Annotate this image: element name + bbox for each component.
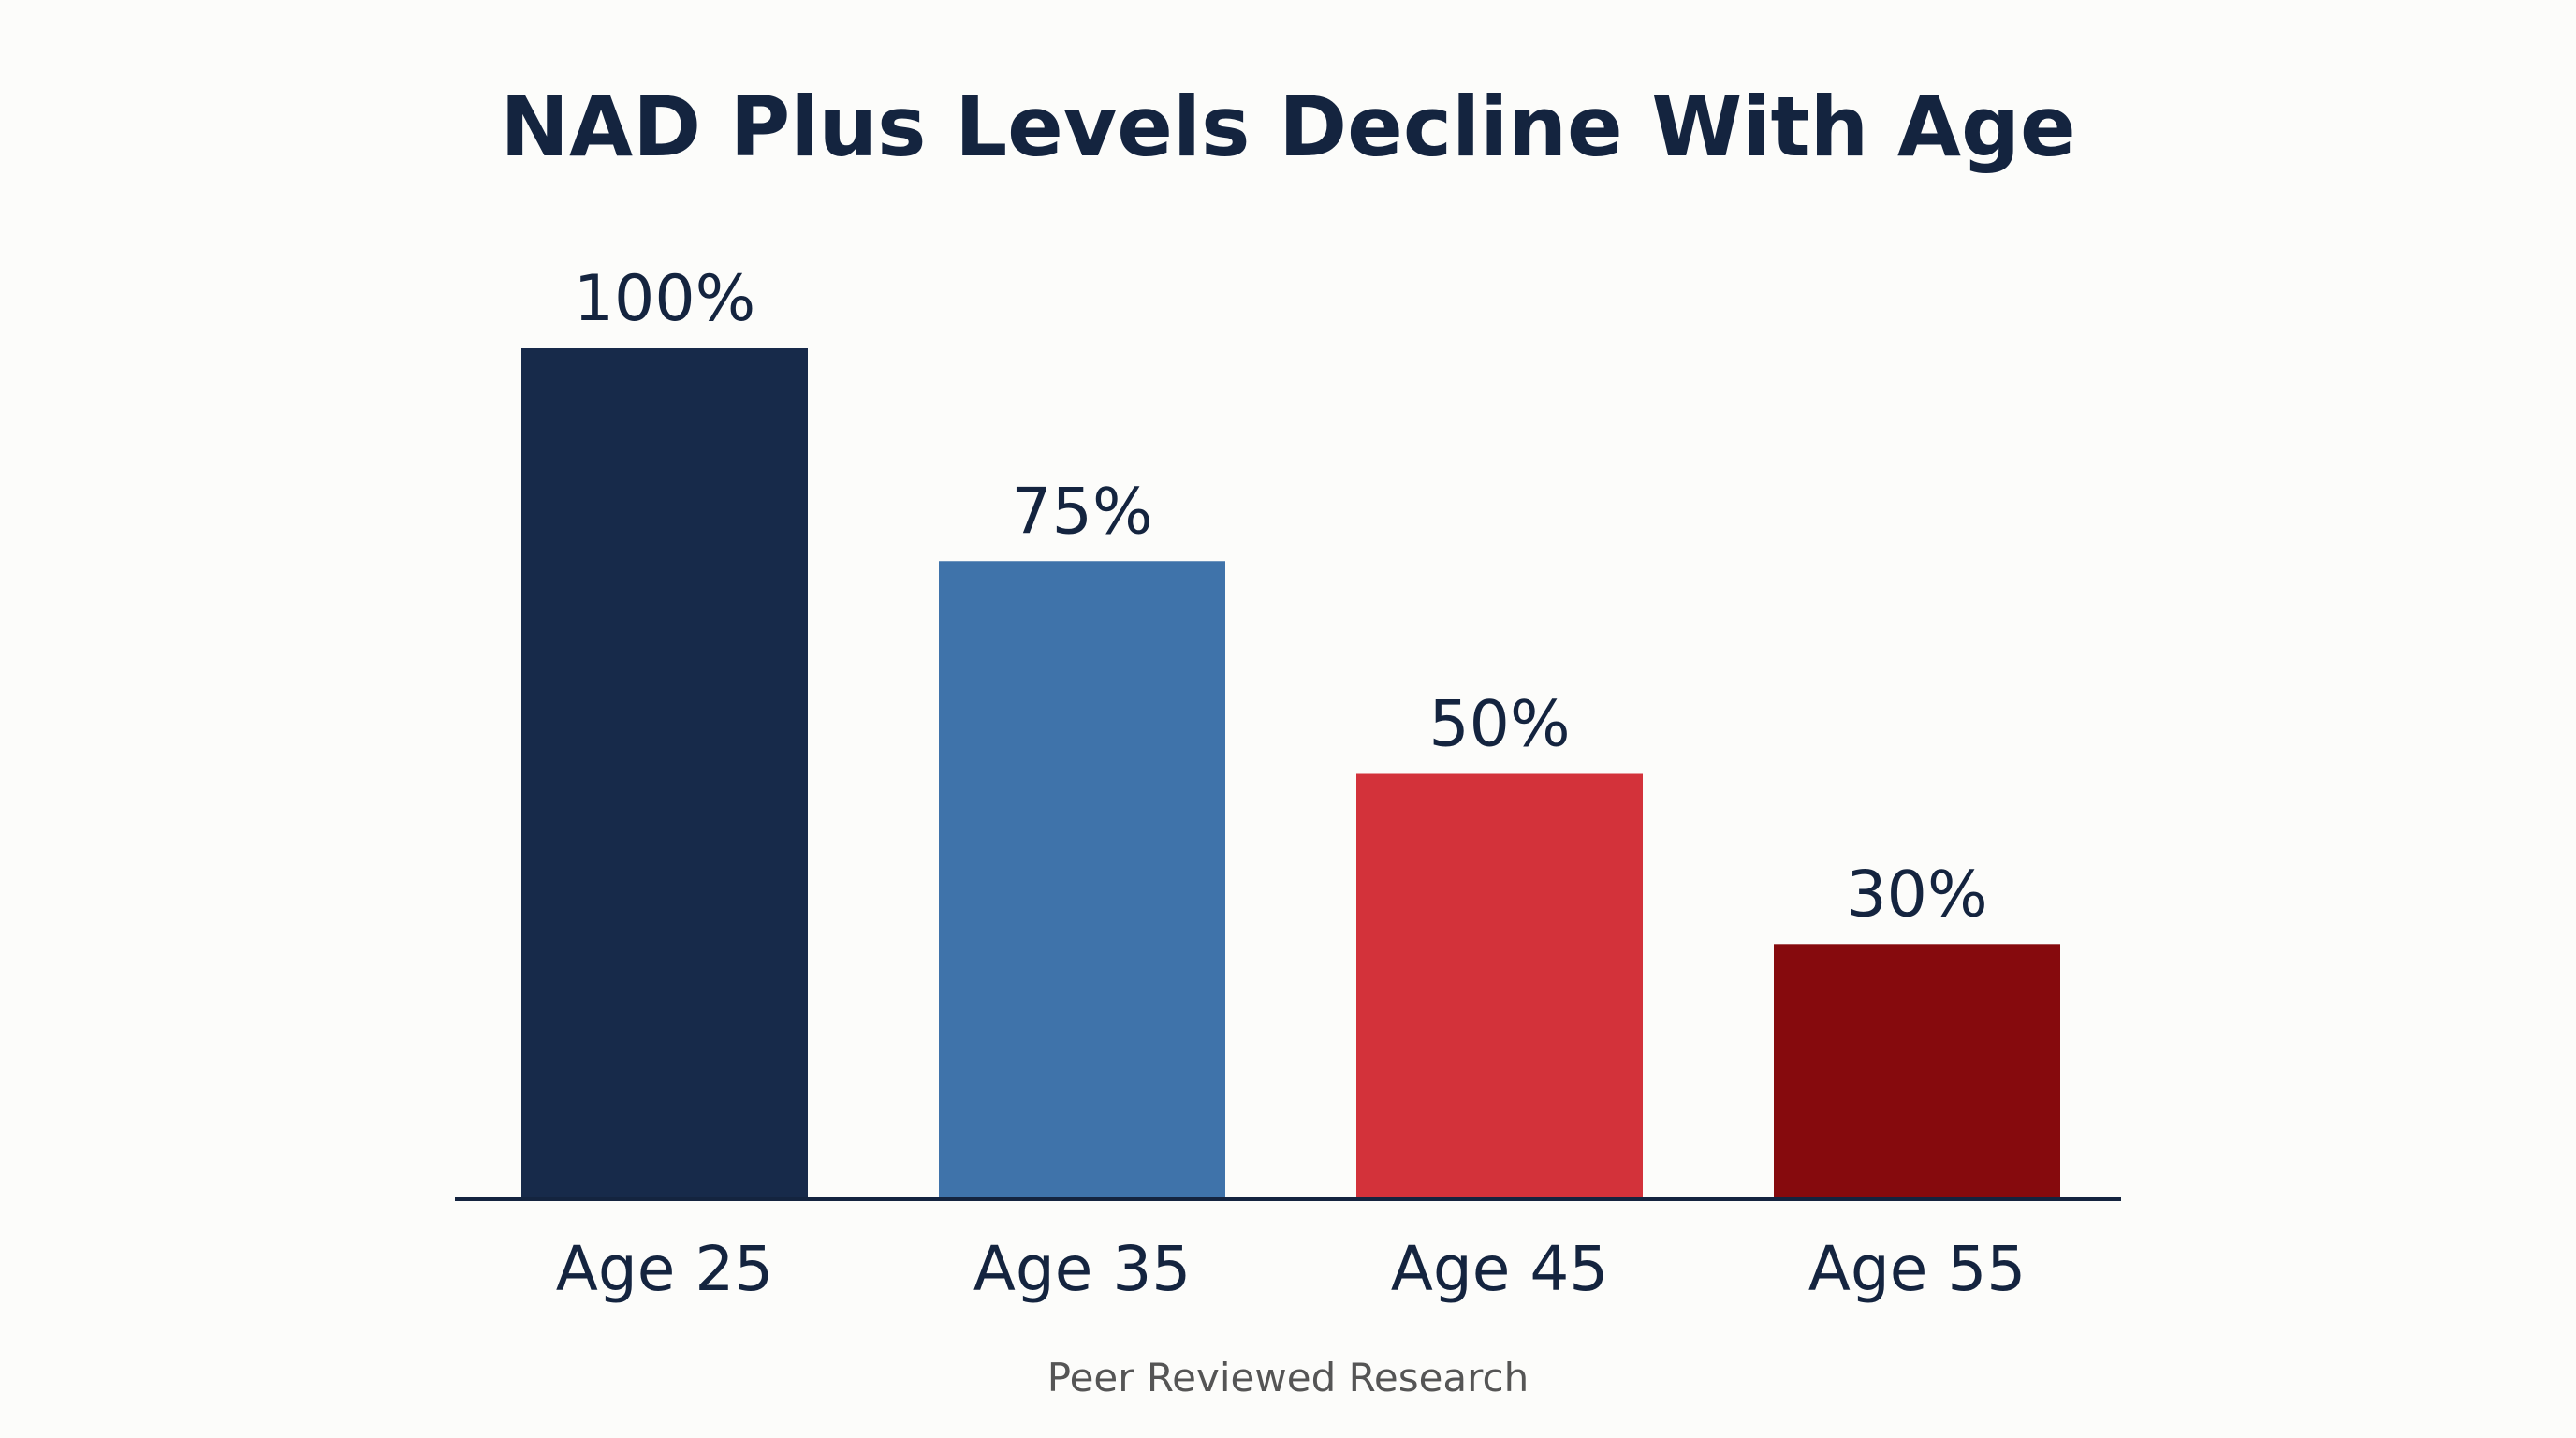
tick-labels-group: Age 25 Age 35 Age 45 Age 55 — [556, 1233, 2027, 1305]
value-labels-group: 100% 75% 50% 30% — [574, 262, 1988, 932]
chart-title: NAD Plus Levels Decline With Age — [500, 79, 2075, 175]
x-tick-label: Age 35 — [973, 1233, 1192, 1305]
x-tick-label: Age 45 — [1391, 1233, 1609, 1305]
bars-group — [521, 348, 2060, 1199]
x-tick-label: Age 55 — [1808, 1233, 2027, 1305]
source-note: Peer Reviewed Research — [1047, 1355, 1529, 1401]
bar-age-45 — [1356, 773, 1643, 1199]
value-label: 30% — [1846, 858, 1987, 932]
value-label: 75% — [1011, 475, 1152, 549]
bar-age-25 — [521, 348, 808, 1199]
bar-age-55 — [1774, 944, 2060, 1199]
value-label: 100% — [574, 262, 755, 336]
value-label: 50% — [1428, 688, 1570, 762]
bar-age-35 — [939, 561, 1225, 1199]
x-tick-label: Age 25 — [556, 1233, 774, 1305]
